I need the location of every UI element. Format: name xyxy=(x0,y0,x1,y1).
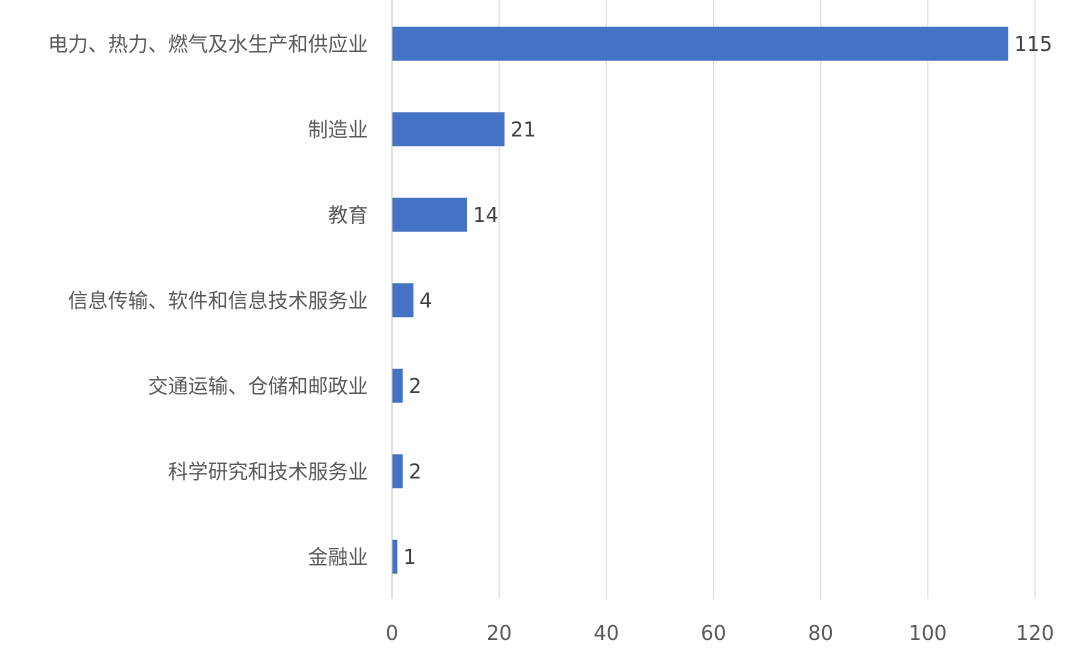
data-label: 21 xyxy=(511,117,536,141)
data-label: 4 xyxy=(419,288,432,312)
bar xyxy=(392,539,398,574)
category-label: 信息传输、软件和信息技术服务业 xyxy=(68,288,368,312)
x-tick-label: 40 xyxy=(594,621,619,645)
x-tick-label: 60 xyxy=(701,621,726,645)
bars xyxy=(392,26,1009,574)
category-label: 教育 xyxy=(328,203,368,227)
value-tick-labels: 0 20 40 60 80 100 120 xyxy=(386,621,1054,645)
bar xyxy=(392,197,468,232)
x-tick-label: 80 xyxy=(808,621,833,645)
category-label: 制造业 xyxy=(308,117,368,141)
category-label: 科学研究和技术服务业 xyxy=(168,459,368,483)
data-label: 2 xyxy=(409,459,422,483)
bar xyxy=(392,26,1009,61)
x-tick-label: 20 xyxy=(486,621,511,645)
x-tick-label: 120 xyxy=(1016,621,1054,645)
category-label: 金融业 xyxy=(308,545,368,569)
data-label: 14 xyxy=(473,203,498,227)
bar xyxy=(392,283,414,318)
bar xyxy=(392,112,505,147)
category-label: 电力、热力、燃气及水生产和供应业 xyxy=(48,32,368,56)
data-label: 1 xyxy=(403,545,416,569)
data-label: 115 xyxy=(1014,32,1052,56)
data-label: 2 xyxy=(409,374,422,398)
bar xyxy=(392,368,403,403)
category-labels: 电力、热力、燃气及水生产和供应业制造业教育信息传输、软件和信息技术服务业交通运输… xyxy=(48,32,368,569)
x-tick-label: 0 xyxy=(386,621,399,645)
gridlines xyxy=(498,0,1036,599)
x-tick-label: 100 xyxy=(909,621,947,645)
bar xyxy=(392,454,403,489)
category-label: 交通运输、仓储和邮政业 xyxy=(148,374,368,398)
